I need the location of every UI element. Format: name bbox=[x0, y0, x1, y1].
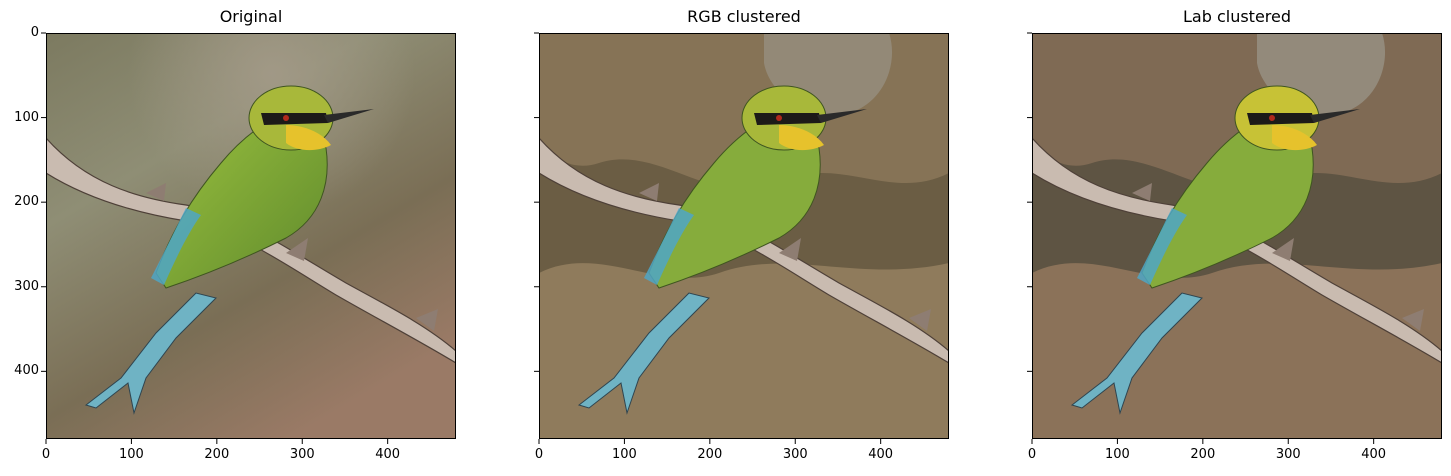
panel-original-bird-tail bbox=[84, 292, 217, 415]
panel-rgb-x-tick-label: 400 bbox=[868, 447, 894, 462]
panel-original bbox=[46, 33, 456, 439]
panel-rgb-x-tick-label: 100 bbox=[611, 447, 637, 462]
panel-rgb-bird-tail bbox=[577, 292, 710, 415]
panel-lab-bird-eye bbox=[1269, 115, 1275, 121]
panel-original-bird-beak bbox=[324, 109, 374, 123]
panel-lab-frame bbox=[1032, 33, 1442, 439]
panel-rgb-x-tick-label: 300 bbox=[782, 447, 808, 462]
panel-original-x-tick-label: 100 bbox=[118, 447, 144, 462]
panel-rgb-x-tick-label: 0 bbox=[534, 447, 544, 462]
panel-original-bird-mask bbox=[261, 113, 328, 125]
panel-rgb-region-lower bbox=[539, 263, 949, 439]
panel-original-y-tick-label: 200 bbox=[14, 194, 39, 210]
panel-rgb-frame bbox=[539, 33, 949, 439]
panel-original-y-tick-label: 0 bbox=[30, 25, 39, 40]
panel-rgb-bird-beak bbox=[817, 109, 867, 123]
panel-original-bird-body bbox=[155, 107, 328, 289]
panel-lab bbox=[1032, 33, 1442, 439]
panel-original-y-tick-label: 400 bbox=[14, 363, 39, 379]
panel-lab-title: Lab clustered bbox=[1182, 7, 1292, 26]
panel-lab-bird-wing bbox=[1137, 208, 1187, 285]
panel-lab-x-tick-label: 0 bbox=[1027, 447, 1037, 462]
panel-original-bird-throat bbox=[286, 125, 331, 151]
panel-original-bird-eye bbox=[283, 115, 289, 121]
panel-lab-x-tick-label: 300 bbox=[1275, 447, 1301, 462]
panel-original-y-tick-label: 100 bbox=[14, 109, 39, 125]
panel-lab-image bbox=[1032, 33, 1442, 439]
panel-lab-x-tick-label: 400 bbox=[1361, 447, 1387, 462]
panel-rgb-image bbox=[539, 33, 949, 439]
panel-lab-bird-body bbox=[1141, 107, 1314, 289]
panel-rgb-x-tick-label: 200 bbox=[697, 447, 723, 462]
panel-lab-bird-throat bbox=[1272, 125, 1317, 151]
panel-rgb-bird-mask bbox=[754, 113, 821, 125]
panel-original-x-tick-label: 400 bbox=[375, 447, 401, 462]
panel-original-y-tick-label: 300 bbox=[14, 278, 39, 294]
panel-rgb-title: RGB clustered bbox=[687, 7, 801, 26]
panel-lab-bird-tail bbox=[1070, 292, 1203, 415]
panel-rgb bbox=[539, 33, 949, 439]
panel-lab-bird-mask bbox=[1247, 113, 1314, 125]
panel-original-x-tick-label: 0 bbox=[41, 447, 51, 462]
panel-lab-bird-beak bbox=[1310, 109, 1360, 123]
panel-original-x-tick-label: 300 bbox=[289, 447, 315, 462]
panel-original-title: Original bbox=[219, 7, 283, 26]
panel-lab-region-lower bbox=[1032, 263, 1442, 439]
panel-rgb-bird-eye bbox=[776, 115, 782, 121]
panel-lab-x-tick-label: 200 bbox=[1190, 447, 1216, 462]
panel-rgb-bird-body bbox=[648, 107, 821, 289]
panel-rgb-bird-wing bbox=[644, 208, 694, 285]
panel-lab-x-tick-label: 100 bbox=[1104, 447, 1130, 462]
panel-original-frame bbox=[46, 33, 456, 439]
panel-rgb-bird-throat bbox=[779, 125, 824, 151]
panel-original-bird-wing bbox=[151, 208, 201, 285]
panel-original-x-tick-label: 200 bbox=[204, 447, 230, 462]
panel-original-image bbox=[46, 33, 456, 439]
